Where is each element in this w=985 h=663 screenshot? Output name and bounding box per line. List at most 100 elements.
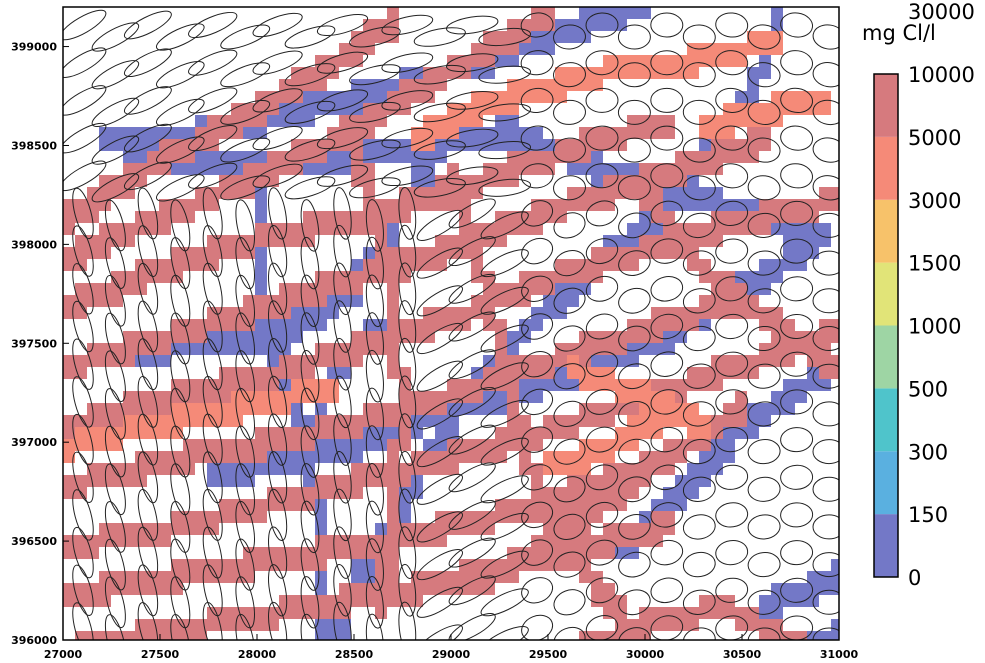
band-cell (219, 187, 231, 199)
ellipse-marker (188, 11, 238, 39)
band-cell (699, 235, 711, 247)
ellipse-marker (268, 338, 288, 391)
band-cell (279, 595, 291, 607)
band-cell (423, 463, 435, 475)
ellipse-marker (553, 626, 586, 640)
band-cell (699, 439, 711, 451)
ellipse-marker (618, 476, 651, 503)
band-cell (411, 475, 423, 487)
band-cell (423, 307, 435, 319)
band-cell (387, 307, 399, 319)
band-cell (111, 439, 123, 451)
band-cell (591, 79, 603, 91)
ellipse-marker (618, 438, 651, 465)
band-cell (747, 271, 759, 283)
band-cell (555, 139, 567, 151)
band-cell (315, 511, 327, 523)
band-cell (471, 103, 483, 115)
band-cell (579, 283, 591, 295)
band-cell (255, 607, 267, 619)
ellipse-marker (585, 464, 619, 491)
ellipse-marker (349, 177, 401, 199)
band-cell (339, 55, 351, 67)
band-cell (195, 187, 207, 199)
band-cell (219, 307, 231, 319)
band-cell (303, 439, 315, 451)
band-cell (339, 295, 351, 307)
band-cell (195, 163, 207, 175)
band-cell (771, 211, 783, 223)
band-cell (651, 511, 663, 523)
band-cell (111, 583, 123, 595)
band-cell (543, 415, 555, 427)
ellipse-marker (747, 62, 781, 88)
ellipse-marker (812, 627, 839, 640)
band-cell (111, 631, 123, 640)
band-cell (507, 19, 519, 31)
band-cell (591, 355, 603, 367)
ellipse-marker (316, 13, 369, 37)
band-cell (711, 415, 723, 427)
ellipse-marker (520, 125, 554, 151)
band-cell (243, 163, 255, 175)
colorbar-swatch (874, 136, 898, 200)
band-cell (303, 223, 315, 235)
band-cell (675, 199, 687, 211)
x-tick-label: 28000 (238, 648, 277, 661)
band-cell (399, 151, 411, 163)
band-cell (759, 55, 771, 67)
band-cell (807, 571, 819, 583)
band-cell (567, 487, 579, 499)
band-cell (339, 415, 351, 427)
ellipse-marker (553, 99, 586, 125)
band-cell (291, 415, 303, 427)
ellipse-marker (202, 564, 223, 617)
band-cell (363, 103, 375, 115)
band-cell (783, 223, 795, 235)
band-cell (291, 115, 303, 127)
band-cell (615, 235, 627, 247)
band-cell (387, 487, 399, 499)
band-cell (507, 355, 519, 367)
band-cell (123, 427, 135, 439)
band-cell (351, 43, 363, 55)
band-cell (231, 247, 243, 259)
band-cell (315, 571, 327, 583)
band-cell (591, 127, 603, 139)
band-cell (723, 415, 735, 427)
band-cell (543, 547, 555, 559)
ellipse-marker (780, 125, 814, 151)
band-cell (711, 43, 723, 55)
band-cell (375, 583, 387, 595)
band-cell (819, 571, 831, 583)
band-cell (315, 475, 327, 487)
band-cell (663, 403, 675, 415)
colorbar-swatch (874, 325, 898, 389)
band-cell (711, 115, 723, 127)
band-cell (831, 199, 839, 211)
band-cell (351, 331, 363, 343)
band-cell (699, 259, 711, 271)
ellipse-marker (618, 589, 651, 616)
band-cell (387, 535, 399, 547)
band-cell (375, 343, 387, 355)
band-cell (795, 631, 807, 640)
ellipse-marker (682, 212, 716, 239)
band-cell (399, 487, 411, 499)
band-cell (567, 199, 579, 211)
band-cell (291, 463, 303, 475)
colorbar-label: 150 (908, 503, 948, 527)
band-cell (459, 55, 471, 67)
band-cell (471, 391, 483, 403)
band-cell (663, 343, 675, 355)
band-cell (603, 475, 615, 487)
band-cell (483, 439, 495, 451)
band-cell (387, 523, 399, 535)
band-cell (303, 295, 315, 307)
band-cell (327, 307, 339, 319)
band-cell (639, 451, 651, 463)
band-cell (243, 175, 255, 187)
band-cell (231, 571, 243, 583)
band-cell (219, 379, 231, 391)
ellipse-marker (682, 401, 716, 427)
